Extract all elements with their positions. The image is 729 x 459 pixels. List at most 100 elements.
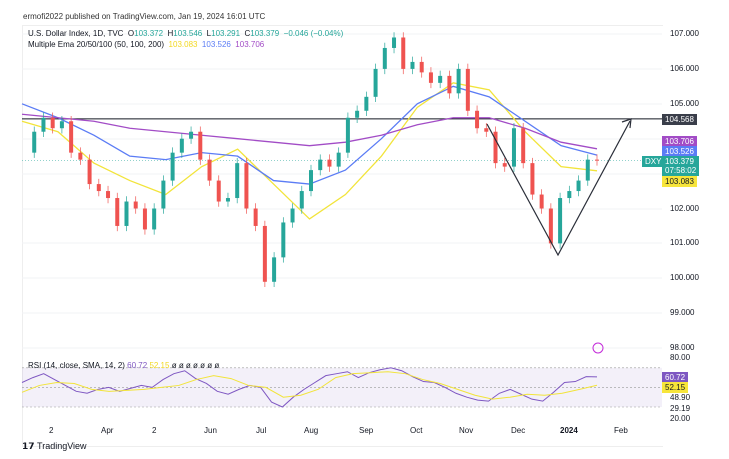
price-axis-tick: 107.000 (670, 29, 699, 38)
ema50-price-label: 103.526 (662, 146, 697, 157)
ema-line-3 (21, 113, 598, 150)
rsi-axis-20: 20.00 (670, 414, 691, 423)
rsi-sma-label: 52.15 (662, 382, 689, 393)
candle-body (419, 61, 424, 73)
candle-body (115, 198, 120, 226)
rsi-sma-line (21, 371, 598, 400)
time-axis-tick: 2024 (560, 426, 578, 435)
candle-body (465, 68, 470, 111)
ema-legend: Multiple Ema 20/50/100 (50, 100, 200) 10… (28, 40, 264, 49)
low-value: 103.291 (211, 29, 241, 38)
time-axis-tick: Feb (614, 426, 628, 435)
candle-body (225, 198, 230, 202)
candle-body (428, 72, 433, 83)
rsi-axis-29: 29.19 (670, 404, 691, 413)
candle-body (281, 222, 286, 258)
time-axis-tick: Sep (359, 426, 374, 435)
candle-body (576, 180, 581, 192)
candle-body (318, 159, 323, 171)
time-axis-tick: Jul (256, 426, 267, 435)
ema100-price-label: 103.706 (662, 136, 697, 147)
rsi-value-label: 60.72 (662, 372, 689, 383)
rsi-hidden-values: ø ø ø ø ø ø ø (171, 361, 220, 370)
open-value: 103.372 (134, 29, 164, 38)
high-label: H (167, 29, 174, 38)
candle-body (530, 163, 535, 195)
candle-body (539, 194, 544, 209)
rsi-title: RSI (14, close, SMA, 14, 2) (28, 361, 125, 370)
candle-body (299, 191, 304, 209)
candle-body (345, 117, 350, 153)
price-axis-tick: 100.000 (670, 273, 699, 283)
symbol-name: U.S. Dollar Index, 1D, TVC (28, 29, 124, 38)
candle-body (262, 225, 267, 282)
candle-body (558, 198, 563, 244)
close-label: C (244, 29, 251, 38)
bar-countdown: 07:58:02 (665, 166, 697, 175)
price-axis-tick: 106.000 (670, 63, 699, 73)
brand-name: TradingView (37, 441, 87, 451)
candle-body (493, 131, 498, 164)
candle-body (290, 208, 295, 223)
price-axis-tick: 105.000 (670, 98, 699, 108)
price-axis-tick: 99.000 (670, 308, 695, 318)
trend-drawing (486, 120, 631, 257)
candle-body (152, 208, 157, 230)
candle-body (50, 117, 55, 129)
hline-price-label: 104.568 (662, 114, 697, 125)
price-axis-tick: 98.000 (670, 343, 695, 353)
candle-body (484, 128, 489, 132)
time-axis-tick: Apr (101, 426, 114, 435)
high-value: 103.546 (173, 29, 203, 38)
candle-body (567, 191, 572, 199)
candle-body (78, 152, 83, 160)
chart-frame (22, 25, 663, 447)
candle-body (142, 208, 147, 230)
candle-body (548, 208, 553, 244)
candle-body (69, 121, 74, 153)
candle-body (410, 61, 415, 69)
candle-body (272, 257, 277, 282)
candle-body (447, 75, 452, 94)
ticker-label: DXY (642, 156, 665, 167)
candle-body (170, 152, 175, 181)
candle-body (235, 163, 240, 199)
candle-body (475, 110, 480, 129)
tradingview-logo[interactable]: 𝟭𝟳 TradingView (22, 441, 87, 451)
candle-body (438, 75, 443, 83)
candle-body (327, 159, 332, 167)
candle-body (373, 68, 378, 97)
symbol-legend: U.S. Dollar Index, 1D, TVC O103.372 H103… (28, 29, 343, 38)
rsi-sma-value: 52.15 (149, 361, 170, 370)
ema-title: Multiple Ema 20/50/100 (50, 100, 200) (28, 40, 165, 49)
candle-body (401, 37, 406, 69)
candle-body (244, 163, 249, 209)
candle-body (382, 47, 387, 69)
event-flash-icon (592, 342, 604, 354)
ema20-value: 103.083 (168, 40, 198, 49)
time-axis-tick: Aug (304, 426, 319, 435)
candle-body (585, 159, 590, 181)
time-axis-tick: Dec (511, 426, 526, 435)
arrow-head-icon (621, 118, 632, 129)
candle-body (189, 131, 194, 139)
candle-body (521, 128, 526, 164)
candle-body (355, 110, 360, 118)
close-value: 103.379 (250, 29, 280, 38)
time-axis-tick: Jun (204, 426, 217, 435)
candle-body (87, 159, 92, 185)
ema-line-1 (21, 82, 598, 220)
change-value: −0.046 (−0.04%) (283, 29, 344, 38)
candle-body (216, 180, 221, 202)
candle-body (511, 128, 516, 167)
ema100-value: 103.706 (235, 40, 265, 49)
time-axis-tick: Nov (459, 426, 474, 435)
last-price: 103.379 (665, 157, 694, 166)
open-label: O (127, 29, 135, 38)
candle-body (595, 159, 599, 161)
candle-body (41, 117, 46, 132)
publisher-note: ermofi2022 published on TradingView.com,… (23, 12, 266, 21)
candle-body (309, 170, 313, 192)
candle-body (59, 121, 64, 129)
